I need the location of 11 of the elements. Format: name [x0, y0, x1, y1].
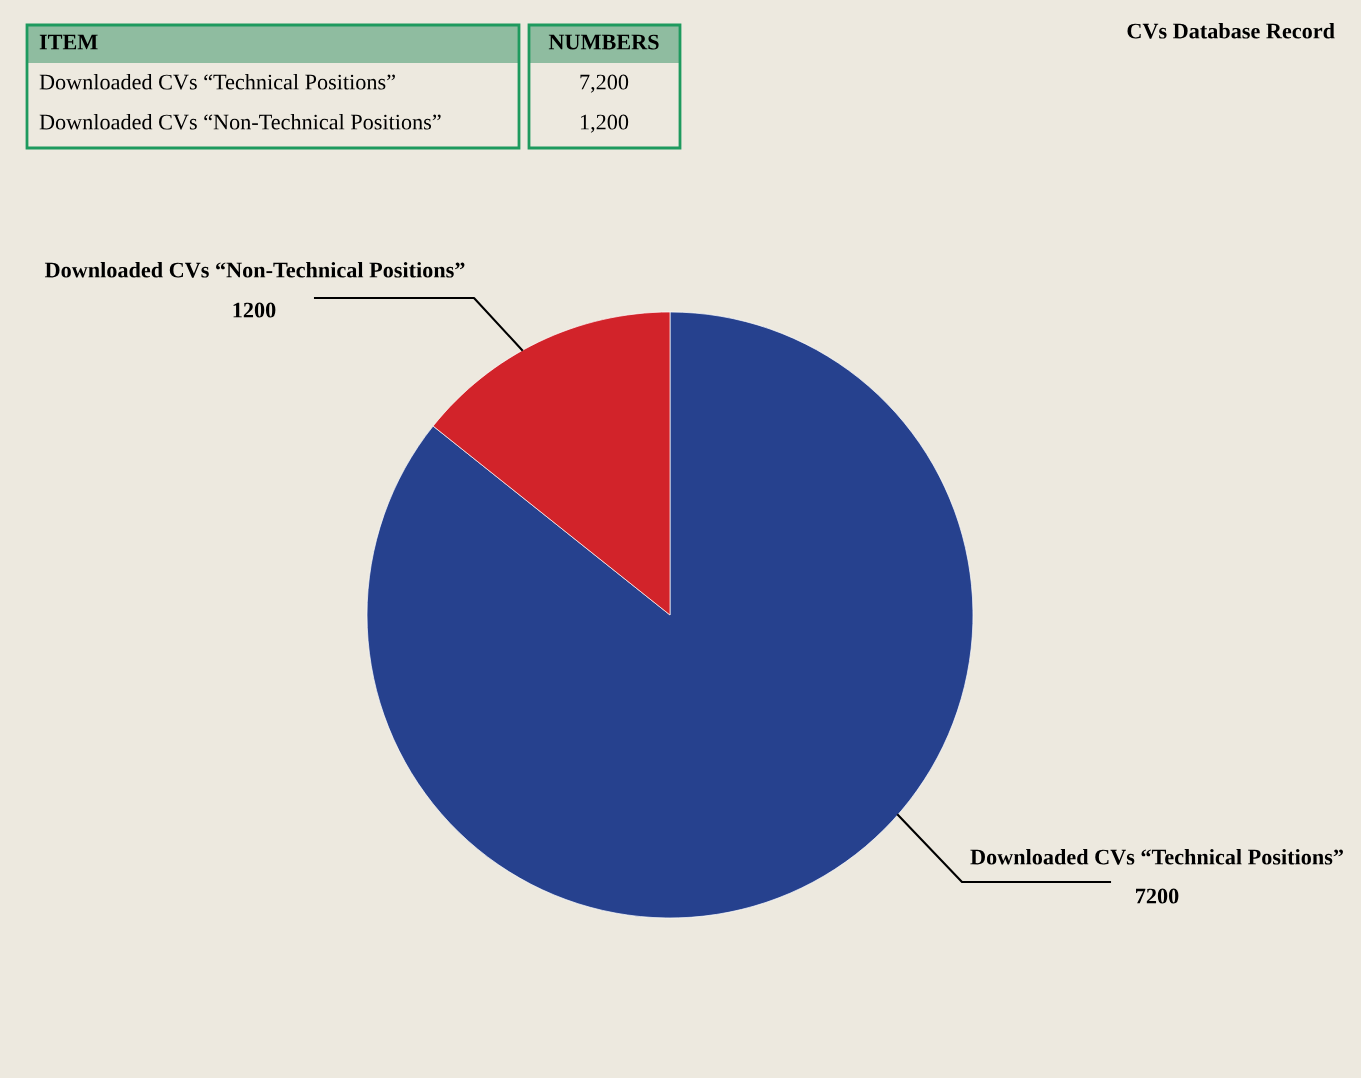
category-label: Downloaded CVs “Non-Technical Positions” [39, 113, 441, 130]
text: NUMBERS [548, 34, 659, 50]
data-label: 7200 [1136, 888, 1179, 904]
category-label: Downloaded CVs “Technical Positions” [39, 73, 395, 90]
chart-title: CVs Database Record [1127, 22, 1335, 39]
text: ITEM [39, 34, 98, 50]
text: 7,200 [580, 74, 629, 93]
text: 1,200 [580, 114, 629, 133]
data-label: 1200 [233, 302, 276, 318]
slice-label: Downloaded CVs “Technical Positions” [970, 848, 1343, 865]
slice-label: Downloaded CVs “Non-Technical Positions” [44, 261, 465, 278]
